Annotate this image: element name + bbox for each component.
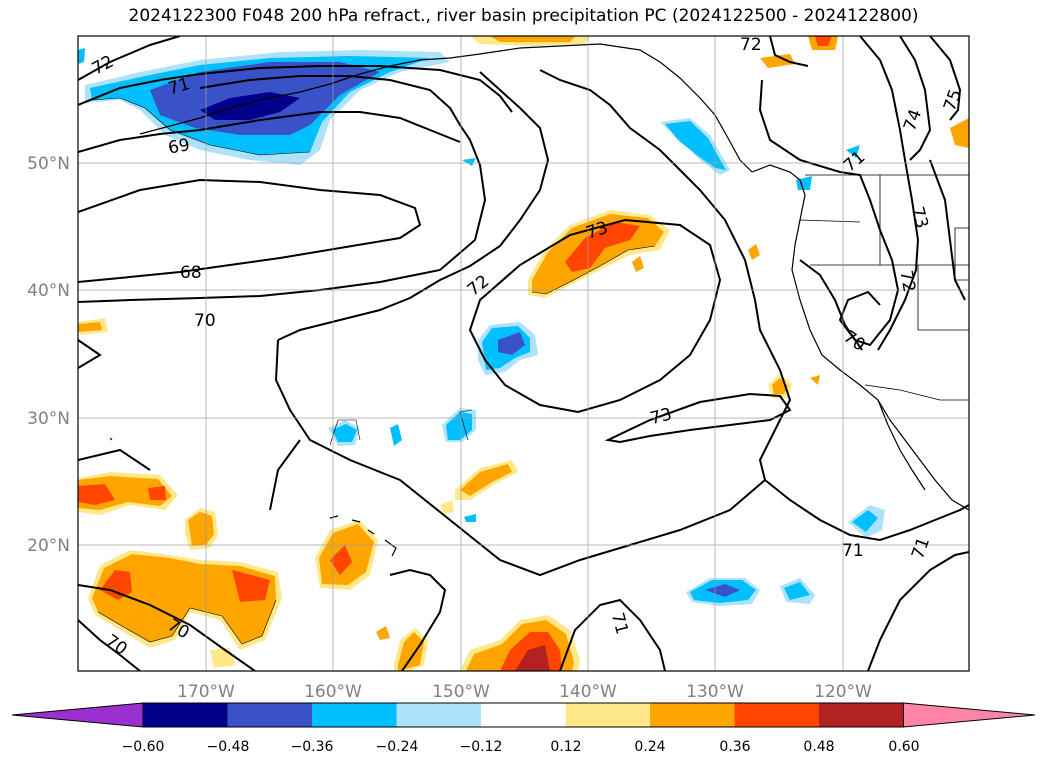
borders <box>799 174 969 401</box>
contour-73-loop-lower <box>604 392 792 444</box>
map-panel: 72 71 69 68 70 72 73 73 71 71 70 70 71 7… <box>78 35 969 671</box>
contour-71-right <box>867 551 969 671</box>
contour-73-loop-upper <box>468 218 722 414</box>
colorbar-bin <box>227 703 313 727</box>
colorbar-tick-label: −0.60 <box>122 739 165 755</box>
bc-coast <box>751 164 806 196</box>
lat-label: 40°N <box>27 281 70 301</box>
colorbar-bin <box>650 703 735 727</box>
hawaii-islands <box>329 515 397 557</box>
colorbar-bin <box>734 703 820 727</box>
coastlines <box>109 43 969 557</box>
contour-70-sw <box>78 584 256 671</box>
colorbar-border <box>142 702 904 728</box>
positive-pc-shading <box>78 36 969 671</box>
colorbar-tick-label: −0.12 <box>460 739 503 755</box>
contour-74 <box>899 36 932 161</box>
lat-label: 30°N <box>27 409 70 429</box>
colorbar-tick-label: 0.24 <box>634 739 665 755</box>
colorbar-extend-right <box>903 702 1036 728</box>
contour-labels: 72 71 69 68 70 72 73 73 71 71 70 70 71 7… <box>89 35 966 660</box>
colorbar-bin <box>565 703 651 727</box>
lat-label: 50°N <box>27 154 70 174</box>
contour-71-south <box>389 568 447 671</box>
colorbar-tick-label: 0.48 <box>803 739 834 755</box>
contour-71-west <box>78 339 102 369</box>
negative-pc-shading <box>78 48 885 606</box>
longitude-labels: 170°W 160°W 150°W 140°W 130°W 120°W <box>177 682 872 702</box>
latitude-labels: 50°N 40°N 30°N 20°N <box>27 154 70 556</box>
lon-label: 120°W <box>814 682 872 702</box>
lon-label: 160°W <box>304 682 362 702</box>
contour-72-central <box>277 71 550 341</box>
contour-75 <box>929 36 962 121</box>
contour-71-se <box>559 598 666 671</box>
graticule <box>78 36 969 671</box>
contour-72-nw <box>78 36 181 81</box>
alaska-coast <box>139 43 753 173</box>
border-us-mexico <box>864 384 969 401</box>
contour-72-inland <box>929 159 966 301</box>
contour-label: 70 <box>194 311 216 331</box>
lon-label: 130°W <box>686 682 744 702</box>
contour-nw-coast <box>769 36 809 67</box>
contour-70 <box>78 75 487 303</box>
lat-label: 20°N <box>27 536 70 556</box>
colorbar-tick-labels: −0.60 −0.48 −0.36 −0.24 −0.12 0.12 0.24 … <box>122 739 920 755</box>
contour-label: 72 <box>740 35 762 55</box>
contour-68 <box>78 178 422 283</box>
colorbar-bin <box>396 703 482 727</box>
lon-label: 140°W <box>559 682 617 702</box>
contour-label: 69 <box>167 135 192 158</box>
refractivity-contours <box>78 36 969 671</box>
lon-label: 170°W <box>177 682 235 702</box>
map-frame <box>77 35 970 672</box>
shading-outlines <box>91 97 656 645</box>
contour-72-outer <box>274 69 792 577</box>
contour-71-nw <box>78 65 513 113</box>
contour-73-right <box>859 36 920 351</box>
shade-navy-nw <box>200 92 300 120</box>
colorbar-tick-label: 0.12 <box>550 739 581 755</box>
contour-label: 71 <box>842 541 864 561</box>
us-west-coast <box>791 194 969 511</box>
colorbar-bin <box>481 703 566 727</box>
colorbar-tick-label: 0.60 <box>888 739 919 755</box>
contour-70-sw2 <box>78 619 141 671</box>
contour-70-inland <box>799 259 863 351</box>
colorbar <box>11 702 1036 728</box>
colorbar-tick-label: 0.36 <box>719 739 750 755</box>
colorbar-bin <box>819 703 904 727</box>
figure-title: 2024122300 F048 200 hPa refract., river … <box>128 6 919 26</box>
lon-label: 150°W <box>432 682 490 702</box>
colorbar-tick-label: −0.24 <box>376 739 419 755</box>
colorbar-extend-left <box>11 702 144 728</box>
baja <box>877 399 926 491</box>
contour-69 <box>78 111 461 153</box>
contour-label: 72 <box>895 269 918 294</box>
contour-label: 68 <box>180 263 202 283</box>
contour-72-right <box>764 479 969 542</box>
colorbar-tick-label: −0.36 <box>291 739 334 755</box>
colorbar-bin <box>143 703 228 727</box>
colorbar-bin <box>312 703 397 727</box>
colorbar-tick-label: −0.48 <box>207 739 250 755</box>
